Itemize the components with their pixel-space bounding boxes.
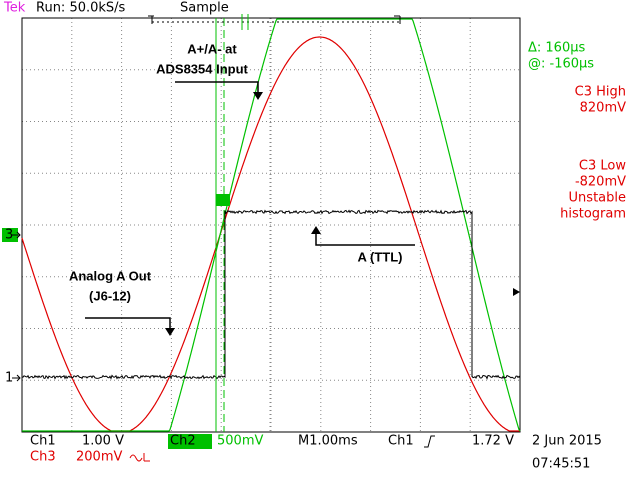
- ch3-coupling-icon: [129, 453, 150, 462]
- graticule: [22, 18, 520, 432]
- time: 07:45:51: [532, 457, 590, 472]
- annotation: A+/A- at: [187, 41, 237, 56]
- acq-mode: Sample: [180, 1, 229, 16]
- annotation: A (TTL): [358, 249, 403, 264]
- c3-high-label: C3 High: [575, 85, 626, 100]
- ch3-marker: 3: [5, 228, 13, 243]
- trigger-source: Ch1: [388, 434, 414, 449]
- arrow-head: [253, 92, 263, 100]
- trigger-level-marker: [513, 288, 520, 296]
- timebase: M1.00ms: [298, 434, 358, 449]
- ch2-waveform: [22, 18, 521, 432]
- c3-low-label: C3 Low: [579, 159, 626, 174]
- ch2-label: Ch2: [170, 434, 196, 449]
- ch2-scale: 500mV: [217, 434, 263, 449]
- trigger-point: [216, 194, 230, 206]
- arrow: [315, 232, 415, 246]
- ch1-waveform: [21, 209, 521, 380]
- c3-low-value: -820mV: [575, 175, 626, 190]
- marker-arrow: [12, 231, 21, 239]
- brand: Tek: [3, 1, 26, 16]
- delta-readout: Δ: 160μs: [528, 41, 585, 56]
- note: Unstable: [569, 191, 626, 206]
- arrow: [85, 317, 171, 332]
- ch1-label: Ch1: [30, 434, 56, 449]
- ch3-marker-box: [2, 228, 18, 242]
- ch2-label-box: [168, 434, 212, 449]
- ch1-scale: 1.00 V: [82, 434, 124, 449]
- note: histogram: [560, 207, 626, 222]
- run-status: Run: 50.0kS/s: [36, 1, 126, 16]
- ch3-label: Ch3: [30, 450, 56, 465]
- date: 2 Jun 2015: [532, 434, 602, 449]
- at-readout: @: -160μs: [528, 57, 594, 72]
- ch1-marker: 1: [5, 371, 13, 386]
- trigger-level: 1.72 V: [472, 434, 514, 449]
- arrow-head: [311, 226, 321, 234]
- graticule-border: [21, 17, 521, 433]
- arrow: [175, 81, 259, 96]
- ch3-waveform: [21, 36, 520, 432]
- c3-high-value: 820mV: [580, 101, 626, 116]
- marker-arrow: [12, 374, 21, 382]
- arrow-head: [165, 328, 175, 336]
- record-bracket: [148, 15, 401, 24]
- annotation: ADS8354 Input: [156, 61, 248, 76]
- annotation: (J6-12): [89, 288, 131, 303]
- ch3-scale: 200mV: [76, 450, 122, 465]
- annotation: Analog A Out: [69, 268, 152, 283]
- trigger-slope: [424, 435, 435, 448]
- cursor-marker: [241, 14, 249, 30]
